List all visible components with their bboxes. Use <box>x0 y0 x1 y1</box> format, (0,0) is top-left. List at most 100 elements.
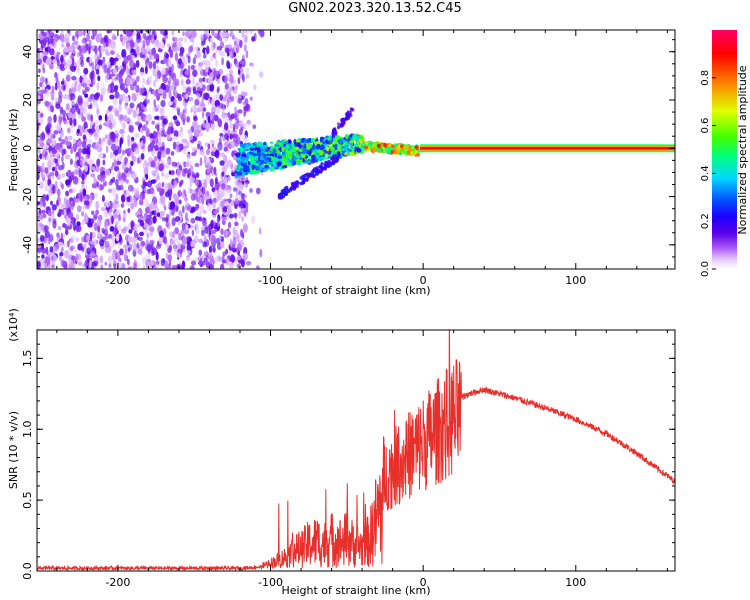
noise-blob <box>191 229 195 236</box>
noise-blob <box>112 198 119 206</box>
noise-blob <box>106 61 111 66</box>
noise-blob <box>42 51 47 56</box>
noise-blob <box>145 37 151 46</box>
chirp-blob <box>276 149 280 154</box>
chirp-blob <box>303 160 308 164</box>
noise-blob <box>56 51 61 56</box>
noise-blob <box>82 134 87 141</box>
noise-blob <box>156 124 160 132</box>
noise-blob <box>185 256 191 262</box>
noise-blob <box>242 101 247 106</box>
noise-blob <box>233 36 238 43</box>
chirp-blob <box>245 157 249 162</box>
noise-blob <box>152 161 157 169</box>
snr-ytick-label: 0.0 <box>21 562 34 580</box>
noise-blob <box>135 157 138 162</box>
spectrogram-ytick-label: -40 <box>21 236 34 254</box>
noise-blob <box>249 96 253 101</box>
noise-blob <box>154 53 158 58</box>
chirp-blob <box>261 159 265 164</box>
noise-blob <box>63 84 66 91</box>
noise-blob <box>134 147 140 155</box>
noise-blob <box>196 211 202 218</box>
noise-blob <box>167 247 172 254</box>
noise-blob <box>106 30 111 34</box>
chirp-blob <box>287 162 293 166</box>
chirp-blob <box>276 162 282 167</box>
noise-blob <box>50 255 54 261</box>
noise-blob <box>199 149 205 156</box>
noise-blob <box>93 54 98 60</box>
noise-blob <box>94 145 99 150</box>
noise-blob <box>66 58 72 68</box>
noise-blob <box>144 206 151 214</box>
chirp-blob <box>298 149 303 153</box>
chirp-blob <box>352 150 356 154</box>
noise-blob <box>205 122 211 130</box>
noise-blob <box>187 55 191 64</box>
snr-ytick-label: 1.5 <box>21 350 34 368</box>
snr-panel: -200 -100 0 100 0.0 0.5 1.0 1.5 Height of strai… <box>7 308 676 597</box>
noise-blob <box>239 72 243 79</box>
noise-blob <box>131 173 137 180</box>
noise-blob <box>211 187 216 193</box>
noise-blob <box>241 241 245 247</box>
noise-blob <box>136 75 140 83</box>
noise-blob <box>107 106 113 111</box>
noise-blob <box>54 243 60 252</box>
chirp-blob <box>259 156 264 161</box>
noise-blob <box>37 53 41 59</box>
noise-blob <box>215 92 220 100</box>
noise-blob <box>44 262 48 269</box>
noise-blob <box>229 213 234 219</box>
noise-blob <box>71 171 75 178</box>
noise-blob <box>165 148 171 153</box>
noise-blob <box>50 35 54 44</box>
noise-blob <box>123 189 127 195</box>
noise-blob <box>100 37 105 44</box>
noise-blob <box>217 222 220 227</box>
noise-blob <box>172 231 175 239</box>
noise-blob <box>199 205 205 214</box>
noise-blob <box>123 55 129 65</box>
noise-blob <box>54 170 59 177</box>
noise-blob <box>88 217 92 226</box>
noise-blob <box>106 51 111 56</box>
noise-blob <box>166 222 169 228</box>
noise-blob <box>172 193 177 200</box>
noise-blob <box>40 200 43 208</box>
noise-blob <box>230 96 235 102</box>
chirp-blob <box>251 164 255 171</box>
noise-blob <box>153 34 157 40</box>
noise-blob <box>191 105 197 112</box>
noise-blob <box>158 166 163 172</box>
noise-blob <box>97 75 101 82</box>
noise-blob <box>129 102 135 109</box>
noise-blob <box>159 107 165 116</box>
noise-blob <box>115 209 121 215</box>
noise-blob <box>242 224 248 233</box>
noise-blob <box>173 236 179 243</box>
transition-blob <box>391 144 394 149</box>
noise-blob <box>175 145 180 153</box>
transition-blob <box>361 141 365 146</box>
noise-blob <box>51 211 55 216</box>
noise-blob <box>244 91 248 97</box>
noise-blob <box>221 171 225 177</box>
noise-blob <box>38 48 43 54</box>
chirp-blob <box>346 150 350 154</box>
noise-blob <box>196 92 201 101</box>
chirp-blob <box>272 161 277 166</box>
noise-blob <box>243 123 247 130</box>
noise-blob <box>72 143 78 151</box>
noise-blob <box>190 64 195 70</box>
noise-blob <box>84 86 89 92</box>
chirp-branch-blob <box>318 164 323 169</box>
noise-blob <box>81 47 87 54</box>
noise-blob <box>155 43 160 49</box>
noise-blob <box>177 241 181 249</box>
noise-blob <box>121 48 127 58</box>
noise-blob <box>75 237 80 242</box>
noise-blob <box>82 105 87 115</box>
noise-blob <box>102 56 106 63</box>
